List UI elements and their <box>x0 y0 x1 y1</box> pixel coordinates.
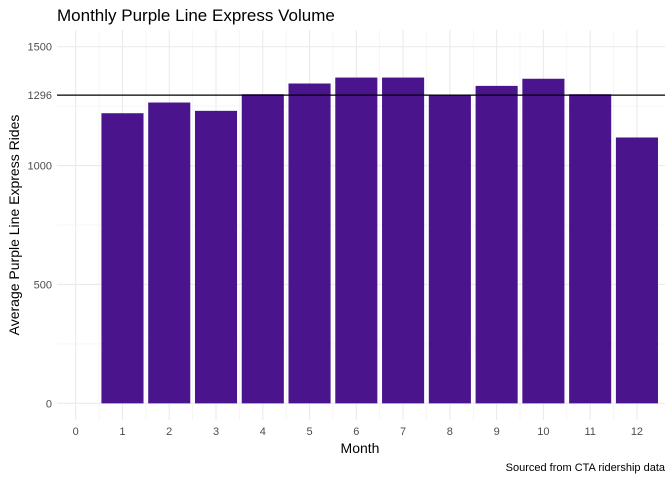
bar-month-9 <box>475 85 518 404</box>
bar-month-12 <box>615 137 658 404</box>
y-tick-label: 1500 <box>28 42 52 54</box>
x-tick-label: 4 <box>260 426 266 438</box>
bar-month-3 <box>194 110 238 404</box>
bar-month-7 <box>382 77 425 404</box>
x-tick-label: 3 <box>213 426 219 438</box>
x-tick-label: 2 <box>166 426 172 438</box>
y-tick-label: 500 <box>34 279 52 291</box>
bars <box>101 77 658 404</box>
x-tick-label: 0 <box>73 426 79 438</box>
x-tick-label: 9 <box>494 426 500 438</box>
bar-month-10 <box>522 78 565 404</box>
y-axis-title: Average Purple Line Express Rides <box>6 115 22 336</box>
bar-month-8 <box>428 95 471 404</box>
chart-title: Monthly Purple Line Express Volume <box>57 6 335 25</box>
bar-month-11 <box>569 94 612 404</box>
x-tick-label: 7 <box>400 426 406 438</box>
y-tick-labels: 0 500 1000 1296 1500 <box>28 42 52 411</box>
bar-month-5 <box>288 83 331 404</box>
x-axis-title: Month <box>341 440 380 456</box>
x-tick-label: 11 <box>584 426 595 438</box>
x-tick-label: 8 <box>447 426 453 438</box>
x-tick-label: 12 <box>631 426 643 438</box>
x-tick-label: 10 <box>537 426 549 438</box>
x-tick-labels: 0 1 2 3 4 5 6 7 8 9 10 11 12 <box>73 426 643 438</box>
bar-month-2 <box>148 102 191 404</box>
y-tick-label: 1296 <box>28 90 52 102</box>
bar-month-4 <box>241 94 284 404</box>
x-tick-label: 6 <box>353 426 359 438</box>
bar-month-6 <box>335 77 378 404</box>
y-tick-label: 1000 <box>28 161 52 173</box>
y-tick-label: 0 <box>46 398 52 410</box>
x-tick-label: 1 <box>119 426 125 438</box>
x-tick-label: 5 <box>306 426 312 438</box>
chart-caption: Sourced from CTA ridership data <box>506 462 666 474</box>
bar-month-1 <box>101 113 144 404</box>
